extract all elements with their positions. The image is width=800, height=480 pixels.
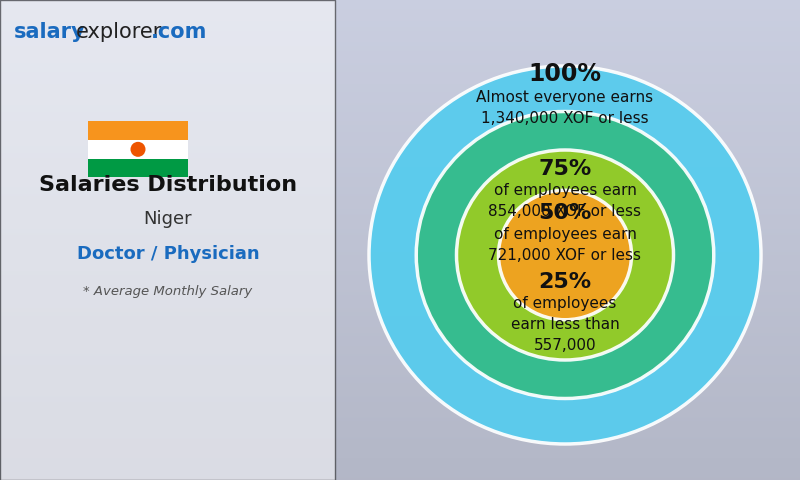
- FancyBboxPatch shape: [0, 0, 335, 480]
- Text: Salaries Distribution: Salaries Distribution: [39, 175, 297, 195]
- Text: Doctor / Physician: Doctor / Physician: [77, 245, 259, 263]
- Ellipse shape: [457, 150, 674, 360]
- Text: of employees earn
854,000 XOF or less: of employees earn 854,000 XOF or less: [489, 183, 642, 219]
- Text: of employees earn
721,000 XOF or less: of employees earn 721,000 XOF or less: [489, 227, 642, 263]
- Circle shape: [130, 142, 146, 157]
- Text: 100%: 100%: [529, 62, 602, 86]
- Text: Niger: Niger: [144, 210, 192, 228]
- Text: .com: .com: [151, 22, 207, 42]
- Text: salary: salary: [14, 22, 86, 42]
- Text: Almost everyone earns
1,340,000 XOF or less: Almost everyone earns 1,340,000 XOF or l…: [477, 90, 654, 126]
- Ellipse shape: [416, 111, 714, 398]
- Text: * Average Monthly Salary: * Average Monthly Salary: [83, 285, 253, 298]
- Text: explorer: explorer: [76, 22, 162, 42]
- Bar: [88, 140, 188, 159]
- Text: 75%: 75%: [538, 159, 592, 179]
- Text: of employees
earn less than
557,000: of employees earn less than 557,000: [510, 296, 619, 353]
- Text: 25%: 25%: [538, 272, 591, 292]
- Ellipse shape: [369, 66, 761, 444]
- Bar: [88, 121, 188, 140]
- Text: 50%: 50%: [538, 203, 592, 223]
- Bar: [88, 159, 188, 177]
- Ellipse shape: [498, 190, 631, 320]
